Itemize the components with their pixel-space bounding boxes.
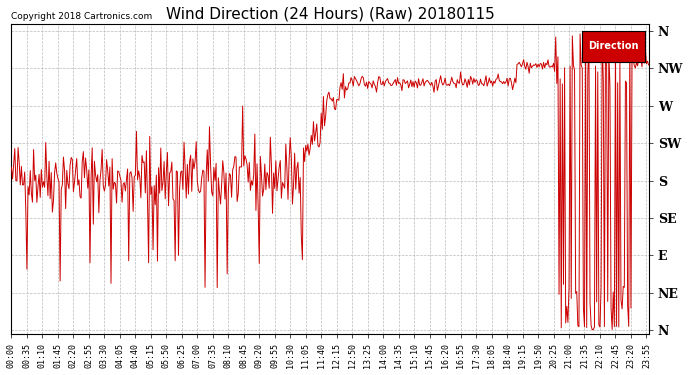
Text: Copyright 2018 Cartronics.com: Copyright 2018 Cartronics.com bbox=[12, 12, 152, 21]
Title: Wind Direction (24 Hours) (Raw) 20180115: Wind Direction (24 Hours) (Raw) 20180115 bbox=[166, 7, 495, 22]
